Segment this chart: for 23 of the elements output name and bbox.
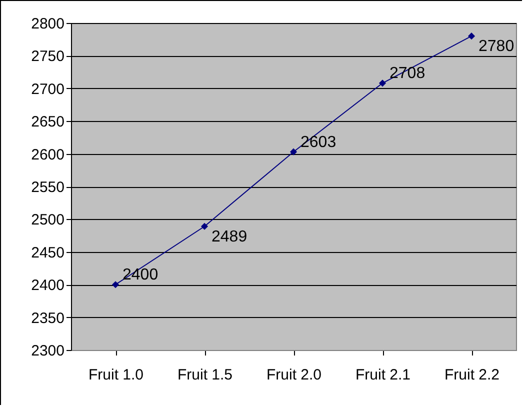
x-tick-label: Fruit 2.1 xyxy=(355,366,411,384)
point xyxy=(290,148,298,156)
y-tick-label: 2300 xyxy=(31,342,64,360)
data-label: 2780 xyxy=(478,38,514,56)
y-tick-label: 2350 xyxy=(31,310,64,327)
x-tick-label: Fruit 2.2 xyxy=(444,366,500,384)
x-tick-label: Fruit 1.0 xyxy=(88,366,144,384)
y-tick-label: 2600 xyxy=(31,146,64,164)
x-tick-label: Fruit 2.0 xyxy=(266,366,322,384)
y-tick-label: 2400 xyxy=(31,277,64,294)
y-tick-label: 2800 xyxy=(31,16,64,32)
y-tick-label: 2450 xyxy=(31,244,64,262)
point xyxy=(468,32,476,40)
y-tick-label: 2700 xyxy=(31,80,64,98)
y-tick-label: 2650 xyxy=(31,114,64,131)
y-tick-label: 2500 xyxy=(31,212,64,229)
point xyxy=(200,222,208,230)
point xyxy=(112,281,120,288)
point xyxy=(378,80,386,87)
data-label: 2489 xyxy=(212,228,248,246)
y-tick-label: 2550 xyxy=(31,179,64,196)
y-tick-label: 2750 xyxy=(31,48,64,66)
x-tick-label: Fruit 1.5 xyxy=(177,366,233,384)
